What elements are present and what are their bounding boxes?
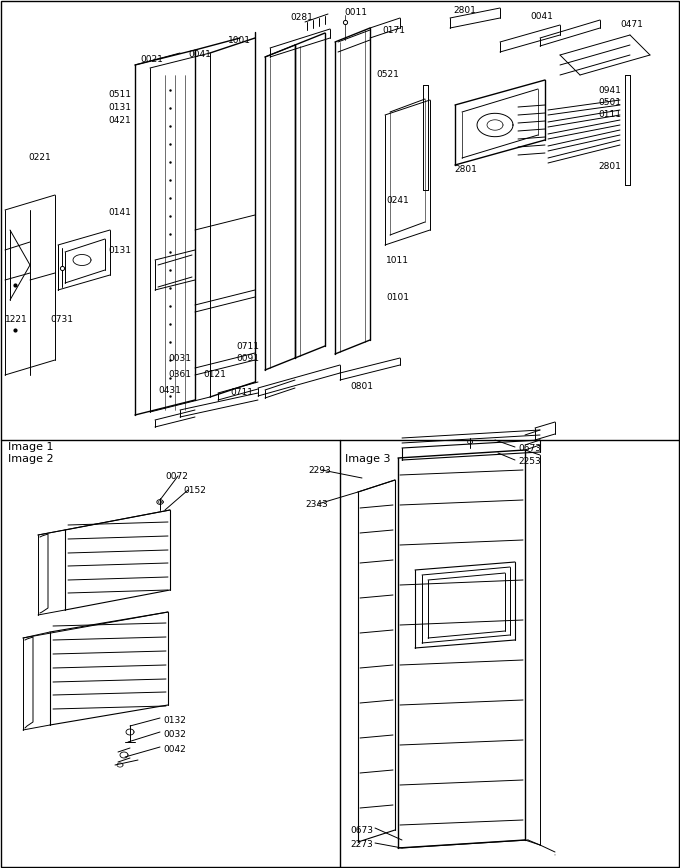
Text: 2273: 2273 bbox=[350, 840, 373, 849]
Text: 0281: 0281 bbox=[290, 13, 313, 22]
Text: 0731: 0731 bbox=[50, 315, 73, 324]
Text: 0152: 0152 bbox=[183, 486, 206, 495]
Text: 0031: 0031 bbox=[168, 354, 191, 363]
Text: 0801: 0801 bbox=[350, 382, 373, 391]
Text: 2253: 2253 bbox=[518, 457, 541, 466]
Text: 2801: 2801 bbox=[454, 165, 477, 174]
Text: 0121: 0121 bbox=[203, 370, 226, 379]
Text: 0041: 0041 bbox=[188, 50, 211, 59]
Text: 0673: 0673 bbox=[350, 826, 373, 835]
Text: 0141: 0141 bbox=[108, 208, 131, 217]
Text: 0711: 0711 bbox=[230, 388, 253, 397]
Text: 2801: 2801 bbox=[598, 162, 621, 171]
Text: 0171: 0171 bbox=[382, 26, 405, 35]
Text: 0511: 0511 bbox=[108, 90, 131, 99]
Text: 0361: 0361 bbox=[168, 370, 191, 379]
Text: 1011: 1011 bbox=[386, 256, 409, 265]
Text: 0221: 0221 bbox=[28, 153, 51, 162]
Text: 0021: 0021 bbox=[140, 55, 163, 64]
Text: 0072: 0072 bbox=[165, 472, 188, 481]
Text: 0041: 0041 bbox=[530, 12, 553, 21]
Text: 0131: 0131 bbox=[108, 103, 131, 112]
Text: 1001: 1001 bbox=[228, 36, 251, 45]
Text: 0421: 0421 bbox=[108, 116, 131, 125]
Text: 0431: 0431 bbox=[158, 386, 181, 395]
Text: 0032: 0032 bbox=[163, 730, 186, 739]
Text: 0941: 0941 bbox=[598, 86, 621, 95]
Text: 0241: 0241 bbox=[386, 196, 409, 205]
Text: Image 2: Image 2 bbox=[8, 454, 54, 464]
Text: 0111: 0111 bbox=[598, 110, 621, 119]
Text: 0471: 0471 bbox=[620, 20, 643, 29]
Text: 0132: 0132 bbox=[163, 716, 186, 725]
Text: 0042: 0042 bbox=[163, 745, 186, 754]
Text: 0101: 0101 bbox=[386, 293, 409, 302]
Text: 0711: 0711 bbox=[236, 342, 259, 351]
Text: 2293: 2293 bbox=[308, 466, 330, 475]
Text: 0091: 0091 bbox=[236, 354, 259, 363]
Text: 0521: 0521 bbox=[376, 70, 399, 79]
Text: 1221: 1221 bbox=[5, 315, 28, 324]
Text: Image 3: Image 3 bbox=[345, 454, 390, 464]
Text: 2343: 2343 bbox=[305, 500, 328, 509]
Text: 2801: 2801 bbox=[453, 6, 476, 15]
Text: 0501: 0501 bbox=[598, 98, 621, 107]
Text: 0131: 0131 bbox=[108, 246, 131, 255]
Text: Image 1: Image 1 bbox=[8, 442, 54, 452]
Text: 0011: 0011 bbox=[344, 8, 367, 17]
Text: 0673: 0673 bbox=[518, 444, 541, 453]
